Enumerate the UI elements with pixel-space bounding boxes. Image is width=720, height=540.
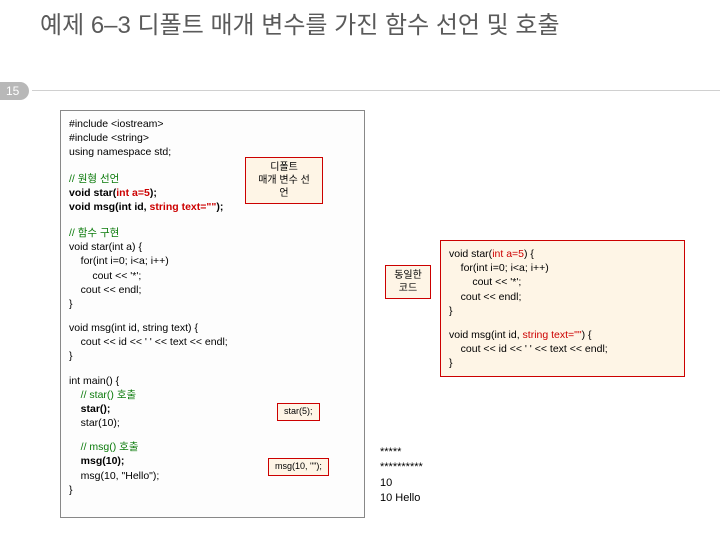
output-line: ********** [380,460,423,475]
code-line: } [69,349,356,363]
output-line: 10 [380,476,423,491]
code-line: } [69,297,356,311]
code-line: #include <iostream> [69,117,356,131]
right-code-block: void star(int a=5) { for(int i=0; i<a; i… [440,240,685,377]
code-comment: // 함수 구현 [69,226,356,240]
code-line: for(int i=0; i<a; i++) [449,261,676,275]
code-line: void star(int a) { [69,240,356,254]
code-line: cout << endl; [69,283,356,297]
code-line: void star(int a=5) { [449,247,676,261]
callout-default-param: 디폴트 매개 변수 선언 [245,157,323,204]
code-line: for(int i=0; i<a; i++) [69,254,356,268]
divider [32,90,720,91]
code-line: cout << '*'; [69,269,356,283]
code-line: #include <string> [69,131,356,145]
code-line: cout << '*'; [449,275,676,289]
code-line: void msg(int id, string text="") { [449,328,676,342]
callout-msg10: msg(10, ""); [268,458,329,476]
output-block: ***** ********** 10 10 Hello [380,445,423,507]
page-title: 예제 6–3 디폴트 매개 변수를 가진 함수 선언 및 호출 [0,0,720,47]
code-line: } [449,356,676,370]
output-line: ***** [380,445,423,460]
page-number-badge: 15 [0,82,29,100]
code-line: cout << endl; [449,290,676,304]
code-comment: // star() 호출 [69,388,356,402]
output-line: 10 Hello [380,491,423,506]
code-line: } [69,483,356,497]
code-line: } [449,304,676,318]
code-line: void msg(int id, string text) { [69,321,356,335]
code-line: cout << id << ' ' << text << endl; [69,335,356,349]
code-comment: // msg() 호출 [69,440,356,454]
callout-star5: star(5); [277,403,320,421]
code-line: int main() { [69,374,356,388]
callout-same-code: 동일한 코드 [385,265,431,299]
code-line: cout << id << ' ' << text << endl; [449,342,676,356]
